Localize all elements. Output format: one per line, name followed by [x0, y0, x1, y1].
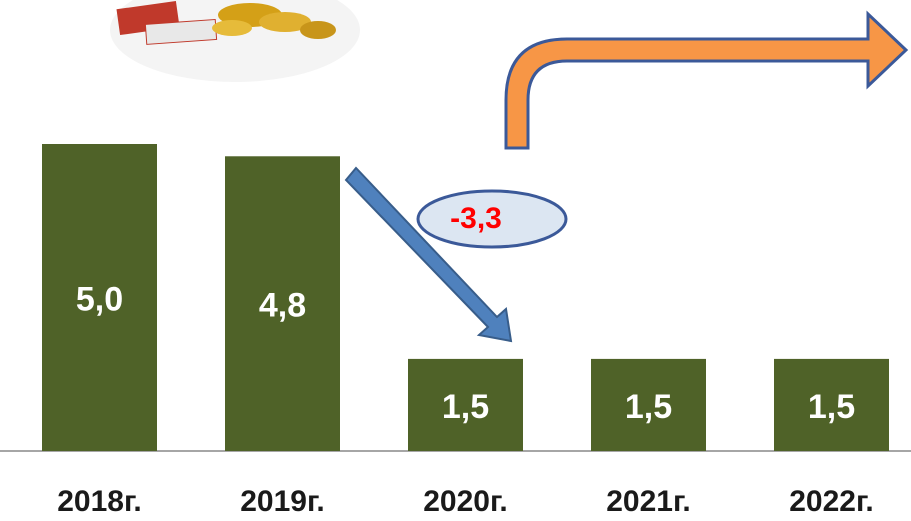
value-label: 1,5	[808, 388, 855, 426]
coins-picture	[110, 0, 360, 82]
orange-arrow	[504, 10, 909, 150]
x-tick-label: 2020г.	[423, 485, 508, 518]
value-label: 4,8	[259, 287, 306, 325]
x-tick-label: 2021г.	[606, 485, 691, 518]
bar	[591, 358, 706, 451]
x-tick-label: 2018г.	[57, 485, 142, 518]
bar	[408, 358, 523, 451]
bar	[774, 358, 889, 451]
x-tick-label: 2022г.	[789, 485, 874, 518]
bar	[225, 156, 340, 451]
value-label: 1,5	[442, 388, 489, 426]
value-label: 1,5	[625, 388, 672, 426]
bar	[42, 144, 157, 451]
annotation: -3,3	[450, 202, 502, 235]
blue-arrow	[344, 166, 513, 343]
annotation-bubble	[416, 189, 568, 249]
x-tick-label: 2019г.	[240, 485, 325, 518]
value-label: 5,0	[76, 280, 123, 318]
